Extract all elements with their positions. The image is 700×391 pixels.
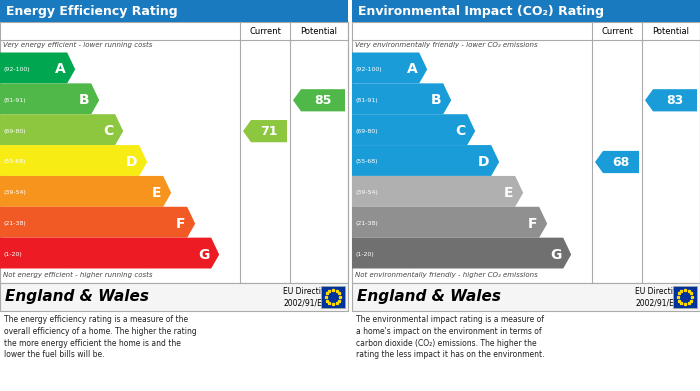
Text: The environmental impact rating is a measure of
a home's impact on the environme: The environmental impact rating is a mea… (356, 315, 545, 359)
Polygon shape (352, 176, 523, 207)
Text: (55-68): (55-68) (355, 160, 377, 165)
Polygon shape (352, 207, 547, 238)
Text: Very environmentally friendly - lower CO₂ emissions: Very environmentally friendly - lower CO… (355, 42, 538, 48)
Bar (673, 286, 697, 308)
Text: (81-91): (81-91) (3, 98, 26, 103)
Text: England & Wales: England & Wales (5, 289, 149, 305)
Polygon shape (352, 52, 427, 83)
Polygon shape (352, 238, 571, 269)
Bar (352, 22, 700, 283)
Text: G: G (198, 248, 209, 262)
Text: E: E (504, 186, 513, 200)
Text: D: D (477, 155, 489, 169)
Text: Current: Current (249, 27, 281, 36)
Text: 71: 71 (260, 125, 278, 138)
Text: 83: 83 (666, 94, 684, 107)
Text: (21-38): (21-38) (3, 221, 26, 226)
Text: Potential: Potential (300, 27, 337, 36)
Text: B: B (430, 93, 441, 107)
Text: (21-38): (21-38) (355, 221, 378, 226)
Polygon shape (293, 89, 345, 111)
Bar (0, 0, 348, 22)
Polygon shape (0, 176, 172, 207)
Text: EU Directive
2002/91/EC: EU Directive 2002/91/EC (283, 287, 330, 307)
Polygon shape (352, 83, 452, 114)
Text: G: G (550, 248, 561, 262)
Text: D: D (126, 155, 137, 169)
Polygon shape (0, 238, 219, 269)
Text: A: A (55, 63, 65, 76)
Text: (39-54): (39-54) (355, 190, 378, 196)
Text: Environmental Impact (CO₂) Rating: Environmental Impact (CO₂) Rating (358, 5, 604, 18)
Text: Not energy efficient - higher running costs: Not energy efficient - higher running co… (3, 272, 153, 278)
Text: (1-20): (1-20) (3, 252, 22, 257)
Text: (39-54): (39-54) (3, 190, 26, 196)
Text: C: C (103, 124, 113, 138)
Text: (69-80): (69-80) (355, 129, 377, 134)
Polygon shape (352, 114, 475, 145)
Bar (352, 0, 700, 22)
Text: E: E (152, 186, 161, 200)
Polygon shape (243, 120, 287, 142)
Polygon shape (0, 52, 75, 83)
Polygon shape (645, 89, 697, 111)
Polygon shape (0, 83, 99, 114)
Text: (92-100): (92-100) (3, 67, 29, 72)
Text: 85: 85 (314, 94, 332, 107)
Text: Very energy efficient - lower running costs: Very energy efficient - lower running co… (3, 42, 153, 48)
Text: Not environmentally friendly - higher CO₂ emissions: Not environmentally friendly - higher CO… (355, 272, 538, 278)
Text: England & Wales: England & Wales (357, 289, 501, 305)
Text: Potential: Potential (652, 27, 690, 36)
Bar (352, 283, 700, 311)
Text: EU Directive
2002/91/EC: EU Directive 2002/91/EC (635, 287, 682, 307)
Text: (1-20): (1-20) (355, 252, 374, 257)
Text: (81-91): (81-91) (355, 98, 377, 103)
Text: F: F (176, 217, 186, 231)
Text: A: A (407, 63, 417, 76)
Polygon shape (595, 151, 639, 173)
Bar (321, 286, 345, 308)
Text: The energy efficiency rating is a measure of the
overall efficiency of a home. T: The energy efficiency rating is a measur… (4, 315, 197, 359)
Text: (92-100): (92-100) (355, 67, 382, 72)
Polygon shape (0, 114, 123, 145)
Text: Current: Current (601, 27, 633, 36)
Bar (0, 22, 348, 283)
Polygon shape (0, 207, 195, 238)
Text: (69-80): (69-80) (3, 129, 26, 134)
Text: (55-68): (55-68) (3, 160, 25, 165)
Text: B: B (78, 93, 89, 107)
Text: C: C (455, 124, 466, 138)
Bar (0, 283, 348, 311)
Polygon shape (352, 145, 499, 176)
Polygon shape (0, 145, 147, 176)
Text: F: F (528, 217, 537, 231)
Text: Energy Efficiency Rating: Energy Efficiency Rating (6, 5, 178, 18)
Text: 68: 68 (612, 156, 629, 169)
